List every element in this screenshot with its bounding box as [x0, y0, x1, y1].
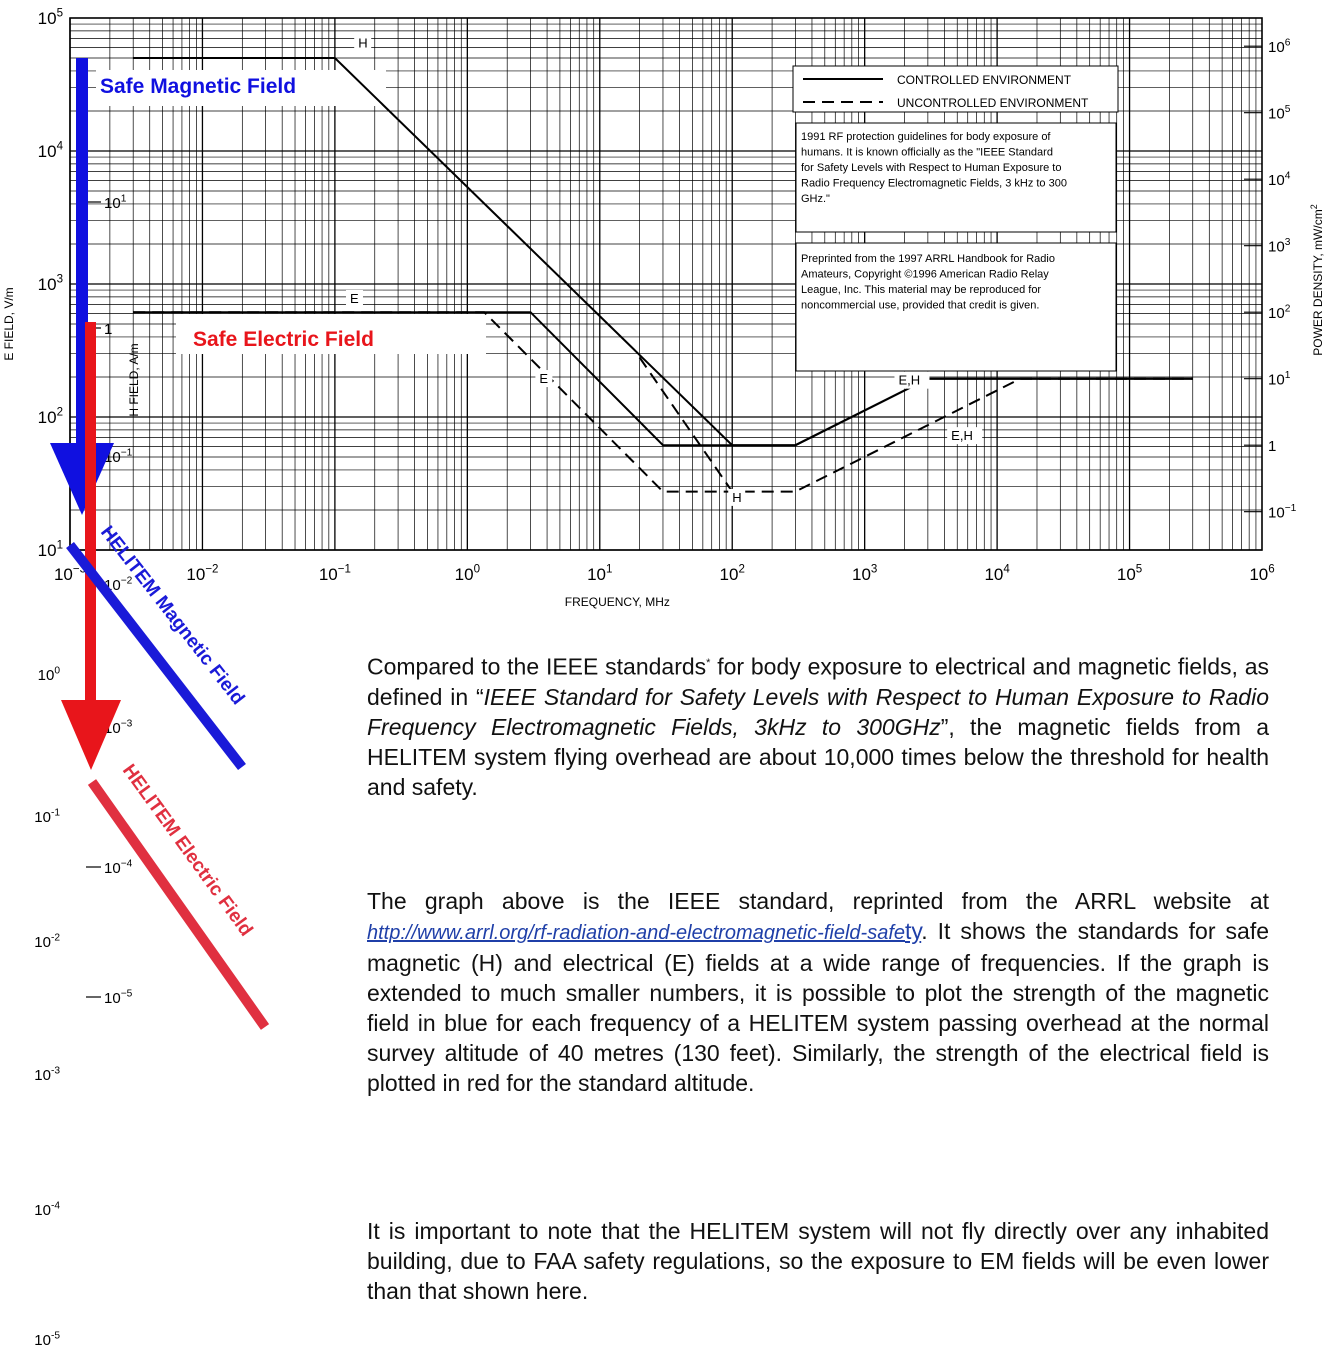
x-tick-label-4: 101: [587, 563, 612, 584]
p-tick-label-3: 103: [1268, 237, 1291, 256]
annotation-label-2: E: [539, 371, 548, 386]
y-axis-label-h: H FIELD, A/m: [127, 343, 141, 416]
paragraph-graph-explanation: The graph above is the IEEE standard, re…: [367, 886, 1269, 1098]
h-tick-label-2: 1: [104, 321, 112, 338]
x-axis-label: FREQUENCY, MHz: [565, 595, 670, 609]
safe-electric-label: Safe Electric Field: [193, 328, 374, 351]
p3-body: It is important to note that the HELITEM…: [367, 1218, 1269, 1304]
plot-frame: [69, 17, 1263, 551]
annotation-bg: [947, 427, 983, 445]
legend-box: [792, 65, 1119, 113]
p-tick-label-7: 10−1: [1268, 503, 1297, 522]
paragraph-faa-note: It is important to note that the HELITEM…: [367, 1216, 1269, 1306]
helitem-magnetic-line: [66, 541, 246, 771]
p-tick-label-4: 102: [1268, 303, 1291, 322]
legend-label-uncontrolled: UNCONTROLLED ENVIRONMENT: [897, 96, 1089, 110]
x-tick-label-3: 100: [455, 563, 480, 584]
x-tick-label-6: 103: [852, 563, 877, 584]
p-tick-label-2: 104: [1268, 170, 1291, 189]
note-box-ieee: [795, 122, 1117, 233]
p-tick-label-5: 101: [1268, 370, 1291, 389]
y-axis-label-e: E FIELD, V/m: [2, 287, 16, 360]
annotation-label-5: H: [732, 490, 741, 505]
e-tick-label-0: 101: [38, 539, 63, 560]
note-box-arrl: [795, 242, 1117, 372]
e-tick-label-2: 103: [38, 273, 63, 294]
arrl-link[interactable]: http://www.arrl.org/rf-radiation-and-ele…: [367, 922, 905, 944]
annotation-label-3: E,H: [898, 373, 920, 388]
series-line-dashed-h-3: [638, 356, 734, 493]
x-tick-label-5: 102: [720, 563, 745, 584]
annotation-bg: [535, 370, 553, 388]
p-tick-label-0: 106: [1268, 37, 1291, 56]
p2-lead: The graph above is the IEEE standard, re…: [367, 888, 1269, 914]
y-axis-label-power: POWER DENSITY, mW/cm2: [1309, 204, 1325, 355]
note-text-arrl: Preprinted from the 1997 ARRL Handbook f…: [801, 253, 1055, 312]
footnote-marker: *: [706, 657, 711, 669]
safe-electric-label-bg: [176, 314, 486, 354]
annotation-bg: [345, 289, 363, 307]
safe-magnetic-label-bg: [96, 70, 386, 106]
h-tick-label-1: 101: [104, 193, 127, 212]
annotation-bg: [728, 488, 746, 506]
p1-tail: ”, the magnetic fields from a HELITEM sy…: [367, 713, 1269, 800]
p-tick-label-6: 1: [1268, 438, 1276, 455]
x-tick-label-0: 10−3: [54, 563, 86, 584]
e-tick-label-1: 102: [38, 406, 63, 427]
e-tick-label-3: 104: [38, 140, 64, 161]
arrl-link-tail: ty: [905, 918, 922, 944]
x-tick-label-7: 104: [984, 563, 1010, 584]
note-text-ieee: 1991 RF protection guidelines for body e…: [801, 131, 1067, 205]
extended-e-tick-label-2: 10-2: [34, 932, 60, 951]
legend-label-controlled: CONTROLLED ENVIRONMENT: [897, 73, 1072, 87]
extended-e-tick-label-3: 10-3: [34, 1065, 60, 1084]
ieee-standard-title: IEEE Standard for Safety Levels with Res…: [367, 683, 1269, 740]
paragraph-comparison: Compared to the IEEE standards* for body…: [367, 648, 1269, 802]
safe-electric-arrow-head: [61, 700, 121, 770]
extended-e-tick-label-1: 10-1: [34, 807, 60, 826]
p1-mid: for body exposure to electrical and magn…: [367, 653, 1269, 710]
safe-magnetic-label: Safe Magnetic Field: [100, 75, 296, 98]
h-tick-label-7: 10−5: [104, 988, 133, 1007]
annotation-label-1: E: [350, 291, 359, 306]
x-tick-label-2: 10−1: [319, 563, 351, 584]
helitem-electric-line: [87, 779, 270, 1030]
annotation-bg: [354, 34, 372, 52]
x-tick-label-9: 106: [1249, 563, 1274, 584]
p-tick-label-1: 105: [1268, 104, 1291, 123]
p2-body: . It shows the standards for safe magnet…: [367, 918, 1269, 1096]
h-tick-label-6: 10−4: [104, 858, 133, 877]
annotation-bg: [894, 371, 930, 389]
annotation-label-4: E,H: [951, 428, 973, 443]
x-tick-label-1: 10−2: [186, 563, 218, 584]
extended-e-tick-label-4: 10-4: [34, 1200, 60, 1219]
p1-lead: Compared to the IEEE standards: [367, 653, 707, 680]
x-tick-label-8: 105: [1117, 563, 1142, 584]
safe-magnetic-arrow-head: [50, 443, 114, 515]
annotation-label-0: H: [358, 36, 367, 51]
e-tick-label-4: 105: [38, 7, 63, 28]
extended-e-tick-label-5: 10-5: [34, 1330, 60, 1349]
extended-e-tick-label-0: 100: [38, 665, 61, 684]
safe-electric-arrow-shaft: [85, 322, 96, 700]
